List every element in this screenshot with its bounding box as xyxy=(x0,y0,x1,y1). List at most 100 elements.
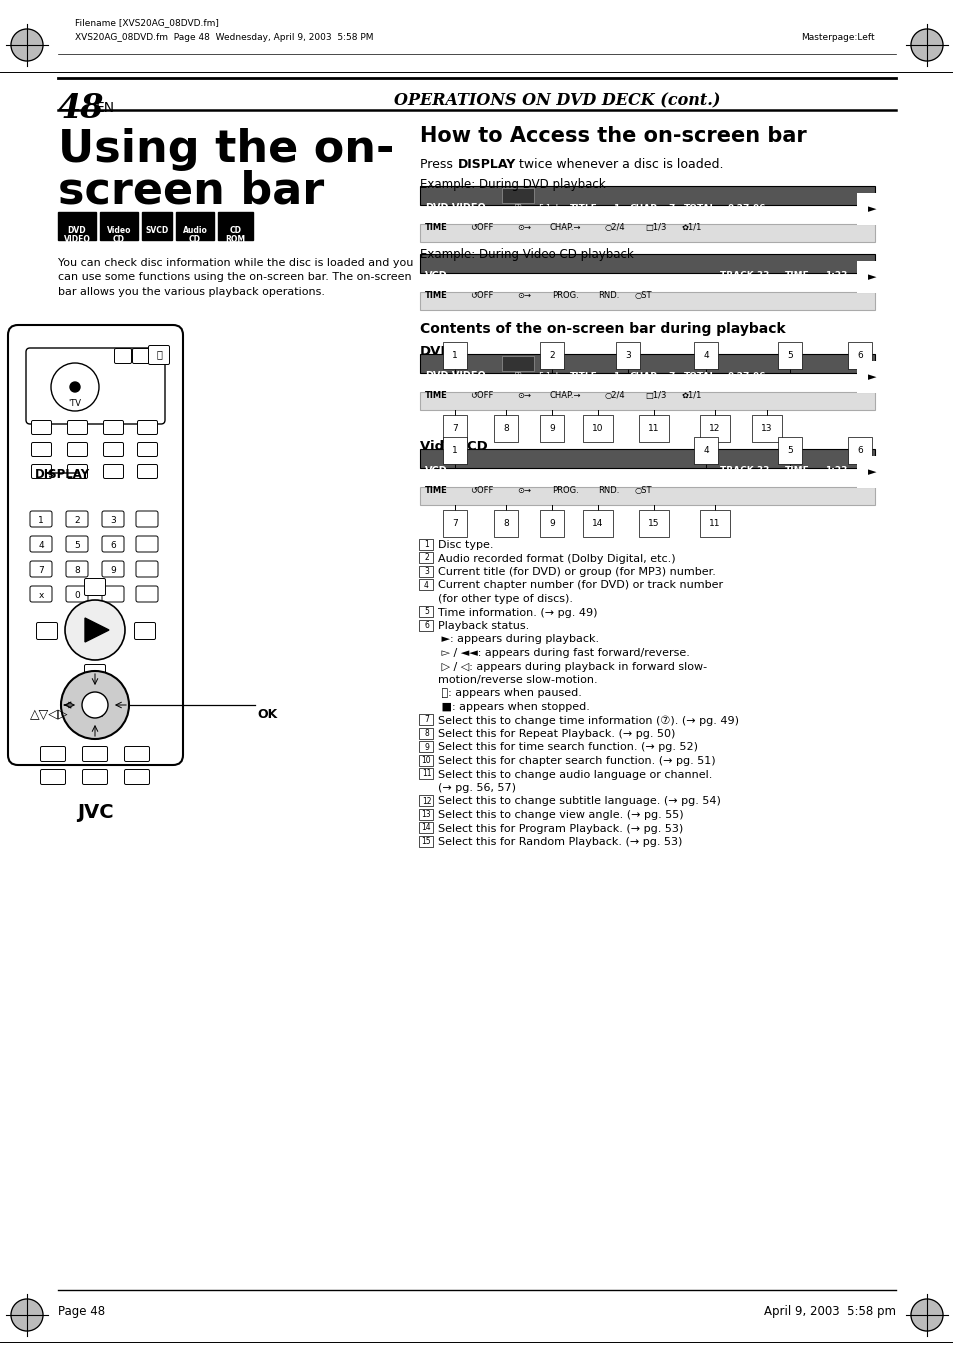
Text: TIME: TIME xyxy=(424,223,447,232)
Text: CHAP: CHAP xyxy=(629,204,658,213)
FancyBboxPatch shape xyxy=(103,420,123,435)
Text: 14: 14 xyxy=(421,824,431,832)
Text: Select this for chapter search function. (→ pg. 51): Select this for chapter search function.… xyxy=(437,757,715,766)
FancyBboxPatch shape xyxy=(501,357,534,372)
Text: 3: 3 xyxy=(110,516,115,526)
Circle shape xyxy=(51,363,99,411)
Text: RND.: RND. xyxy=(598,486,618,494)
FancyBboxPatch shape xyxy=(31,465,51,478)
FancyBboxPatch shape xyxy=(36,623,57,639)
Text: 7: 7 xyxy=(452,424,457,434)
Text: 1: 1 xyxy=(38,516,44,526)
Text: 5: 5 xyxy=(786,446,792,455)
FancyBboxPatch shape xyxy=(136,586,158,603)
Text: April 9, 2003  5:58 pm: April 9, 2003 5:58 pm xyxy=(763,1305,895,1319)
Text: Video
CD: Video CD xyxy=(107,226,132,245)
Text: 8: 8 xyxy=(74,566,80,576)
Text: Masterpage:Left: Masterpage:Left xyxy=(801,32,874,42)
Text: Playback status.: Playback status. xyxy=(437,621,529,631)
Text: ■: appears when stopped.: ■: appears when stopped. xyxy=(423,703,589,712)
Text: DD
DIGITAL: DD DIGITAL xyxy=(508,204,527,213)
Text: 11: 11 xyxy=(708,519,720,528)
FancyBboxPatch shape xyxy=(100,212,138,240)
Text: Contents of the on-screen bar during playback: Contents of the on-screen bar during pla… xyxy=(419,322,785,336)
Circle shape xyxy=(65,600,125,661)
Text: 1: 1 xyxy=(452,351,457,359)
FancyBboxPatch shape xyxy=(40,747,66,762)
Text: 12: 12 xyxy=(421,797,431,805)
Text: 0:27:06: 0:27:06 xyxy=(727,204,765,213)
Text: ⊙→: ⊙→ xyxy=(517,486,531,494)
Text: DD
DIGITAL: DD DIGITAL xyxy=(508,372,527,381)
Circle shape xyxy=(910,28,942,61)
Text: ○2/4: ○2/4 xyxy=(604,390,625,400)
FancyBboxPatch shape xyxy=(125,747,150,762)
Circle shape xyxy=(11,28,43,61)
Text: Example: During Video CD playback: Example: During Video CD playback xyxy=(419,249,633,261)
Text: VCD: VCD xyxy=(424,272,447,281)
FancyBboxPatch shape xyxy=(8,326,183,765)
Text: △▽◁▷: △▽◁▷ xyxy=(30,708,69,721)
Text: TIME: TIME xyxy=(784,272,809,280)
FancyBboxPatch shape xyxy=(419,254,874,273)
Text: ○ST: ○ST xyxy=(635,290,652,300)
Text: Example: During DVD playback: Example: During DVD playback xyxy=(419,178,605,190)
Text: CD
ROM: CD ROM xyxy=(225,226,245,245)
Text: Disc type.: Disc type. xyxy=(437,540,493,550)
FancyBboxPatch shape xyxy=(149,346,170,365)
FancyBboxPatch shape xyxy=(419,835,433,847)
Text: □1/3: □1/3 xyxy=(644,223,666,232)
Text: Audio
CD: Audio CD xyxy=(182,226,207,245)
Text: 6: 6 xyxy=(424,621,429,630)
FancyBboxPatch shape xyxy=(68,465,88,478)
Text: ►: appears during playback.: ►: appears during playback. xyxy=(423,635,598,644)
Text: 15: 15 xyxy=(421,838,431,846)
FancyBboxPatch shape xyxy=(419,808,433,820)
FancyBboxPatch shape xyxy=(103,443,123,457)
Text: Select this for Random Playback. (→ pg. 53): Select this for Random Playback. (→ pg. … xyxy=(437,838,681,847)
Text: 9: 9 xyxy=(549,519,555,528)
Text: 9: 9 xyxy=(549,424,555,434)
Text: CHAP.→: CHAP.→ xyxy=(550,390,581,400)
Text: TIME: TIME xyxy=(784,466,809,476)
FancyBboxPatch shape xyxy=(68,443,88,457)
Text: TITLE: TITLE xyxy=(569,372,598,381)
Text: 5: 5 xyxy=(424,608,429,616)
Text: twice whenever a disc is loaded.: twice whenever a disc is loaded. xyxy=(515,158,722,172)
Text: 5: 5 xyxy=(74,540,80,550)
Text: 5.1ch: 5.1ch xyxy=(537,204,560,213)
FancyBboxPatch shape xyxy=(175,212,213,240)
Text: 14: 14 xyxy=(592,519,603,528)
FancyBboxPatch shape xyxy=(30,586,52,603)
Text: Press: Press xyxy=(419,158,456,172)
Text: TOTAL: TOTAL xyxy=(683,372,716,381)
FancyBboxPatch shape xyxy=(419,607,433,617)
FancyBboxPatch shape xyxy=(419,392,874,409)
FancyBboxPatch shape xyxy=(125,770,150,785)
Text: ▷ / ◁: appears during playback in forward slow-: ▷ / ◁: appears during playback in forwar… xyxy=(423,662,706,671)
FancyBboxPatch shape xyxy=(137,443,157,457)
Text: 6: 6 xyxy=(110,540,115,550)
Text: 4: 4 xyxy=(424,581,429,589)
Text: 1: 1 xyxy=(452,446,457,455)
Text: ⏸: appears when paused.: ⏸: appears when paused. xyxy=(423,689,581,698)
FancyBboxPatch shape xyxy=(419,539,433,550)
Text: 4: 4 xyxy=(702,351,708,359)
Text: 9: 9 xyxy=(424,743,429,751)
FancyBboxPatch shape xyxy=(419,566,433,577)
Text: ↺OFF: ↺OFF xyxy=(470,290,493,300)
Text: ►: ► xyxy=(867,467,876,477)
FancyBboxPatch shape xyxy=(149,349,165,363)
Polygon shape xyxy=(85,617,109,642)
Text: 5: 5 xyxy=(786,351,792,359)
FancyBboxPatch shape xyxy=(142,212,172,240)
FancyBboxPatch shape xyxy=(137,465,157,478)
FancyBboxPatch shape xyxy=(419,292,874,309)
Text: TRACK 33: TRACK 33 xyxy=(720,466,768,476)
Circle shape xyxy=(11,1300,43,1331)
Text: DVD
VIDEO: DVD VIDEO xyxy=(64,226,91,245)
Circle shape xyxy=(61,671,129,739)
FancyBboxPatch shape xyxy=(136,511,158,527)
Text: ►: ► xyxy=(867,204,876,213)
Text: 2: 2 xyxy=(549,351,555,359)
